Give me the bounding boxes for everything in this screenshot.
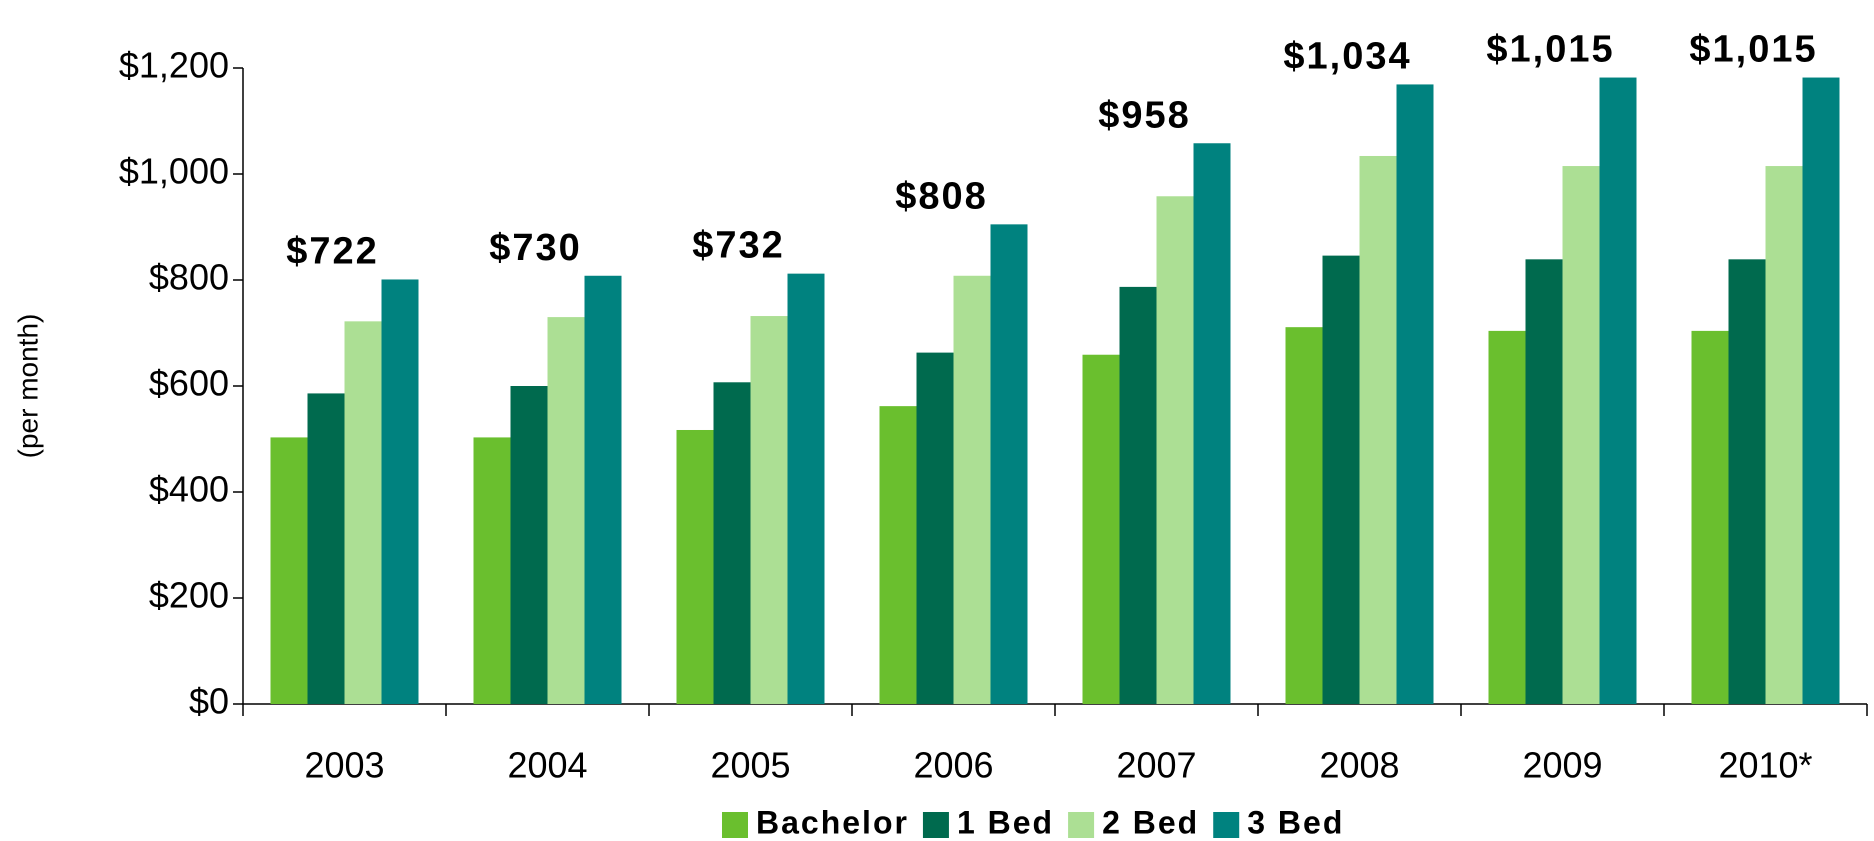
data-label: $958 (1098, 94, 1191, 136)
bar (1193, 143, 1231, 704)
bar (787, 273, 825, 704)
bar (1802, 77, 1840, 705)
y-tick-label: $600 (149, 363, 229, 404)
bar (750, 316, 788, 704)
bar (1359, 155, 1397, 705)
legend-label: Bachelor (756, 804, 909, 840)
bar (916, 352, 954, 704)
legend-swatch (722, 812, 748, 838)
legend-label: 3 Bed (1247, 804, 1344, 840)
bar (307, 393, 345, 704)
bar (1082, 354, 1120, 704)
bar (547, 317, 585, 704)
legend-label: 2 Bed (1102, 804, 1199, 840)
data-label: $1,034 (1283, 35, 1411, 77)
data-label: $732 (692, 225, 785, 267)
bar (381, 279, 419, 704)
bar (1488, 330, 1526, 704)
bar (1285, 327, 1323, 704)
bar (713, 382, 751, 704)
y-tick-label: $1,200 (119, 45, 229, 86)
data-label: $730 (489, 227, 582, 269)
bar (1562, 166, 1600, 705)
bar (1525, 259, 1563, 704)
data-label: $722 (286, 231, 379, 273)
bar (676, 429, 714, 704)
bar (584, 275, 622, 704)
bar (1599, 77, 1637, 705)
bar (270, 437, 308, 704)
bar (1322, 255, 1360, 704)
y-tick-label: $400 (149, 469, 229, 510)
x-tick-label: 2003 (304, 745, 384, 786)
legend-swatch (922, 812, 949, 838)
bar (1396, 84, 1434, 705)
y-tick-label: $1,000 (119, 151, 229, 192)
bar (953, 275, 991, 704)
data-label: $1,015 (1689, 29, 1817, 71)
y-tick-label: $0 (189, 681, 229, 722)
data-label: $808 (895, 175, 988, 217)
x-tick-label: 2010* (1718, 745, 1812, 786)
legend-swatch (1213, 812, 1240, 838)
bar (510, 386, 548, 704)
bar (1119, 286, 1157, 704)
y-axis-label: (per month) (12, 314, 43, 459)
bar (344, 321, 382, 704)
bar (1156, 196, 1194, 704)
x-tick-label: 2009 (1522, 745, 1602, 786)
y-tick-label: $800 (149, 257, 229, 298)
y-tick-label: $200 (149, 575, 229, 616)
bar (990, 224, 1028, 704)
data-label: $1,015 (1486, 29, 1614, 71)
x-tick-label: 2005 (710, 745, 790, 786)
bar (879, 406, 917, 704)
bar (1691, 330, 1729, 704)
bar (473, 437, 511, 704)
legend-label: 1 Bed (957, 804, 1054, 840)
legend-swatch (1068, 812, 1095, 838)
x-tick-label: 2006 (913, 745, 993, 786)
bar (1728, 259, 1766, 704)
x-tick-label: 2007 (1116, 745, 1196, 786)
bar (1765, 166, 1803, 705)
x-tick-label: 2008 (1319, 745, 1399, 786)
x-tick-label: 2004 (507, 745, 587, 786)
